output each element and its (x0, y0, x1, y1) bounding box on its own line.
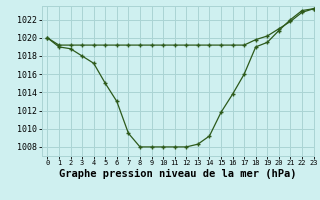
X-axis label: Graphe pression niveau de la mer (hPa): Graphe pression niveau de la mer (hPa) (59, 169, 296, 179)
